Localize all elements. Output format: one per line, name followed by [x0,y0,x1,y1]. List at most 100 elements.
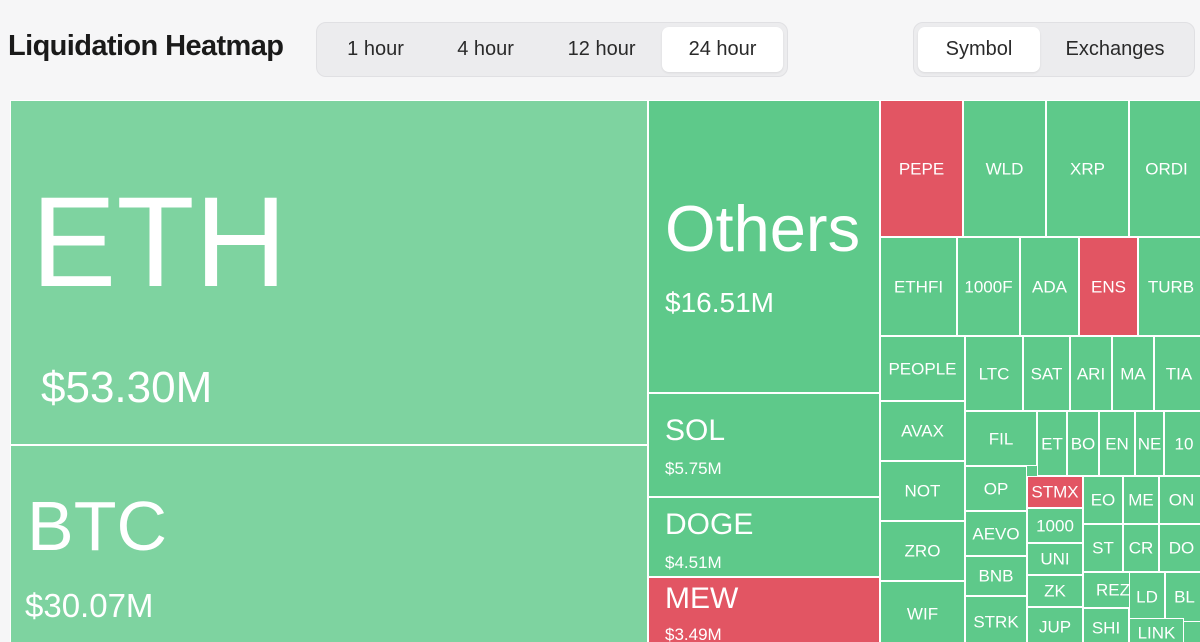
tile-symbol: DOGE [665,508,754,541]
treemap-tile[interactable]: MEW $3.49M [648,577,880,642]
view-selector: Symbol Exchanges [913,22,1195,77]
tile-symbol: EO [1090,490,1116,510]
tile-value: $53.30M [41,363,213,412]
treemap-tile[interactable]: LINK [1129,618,1184,642]
tile-symbol: MEW [665,582,739,615]
tile-symbol: NOT [904,481,941,501]
tile-symbol: ZRO [904,541,941,561]
treemap-tile[interactable]: BTC $30.07M [10,445,648,642]
treemap-tile[interactable]: AVAX [880,401,965,461]
treemap-tile[interactable]: UNI [1027,543,1083,575]
treemap-tile[interactable]: WIF [880,581,965,642]
treemap-tile[interactable]: 10 [1164,411,1200,476]
treemap-tile[interactable]: BL [1165,572,1200,622]
treemap-tile[interactable]: EO [1083,476,1123,524]
treemap-tile[interactable]: EN [1099,411,1135,476]
treemap-tile[interactable]: ORDI [1129,100,1200,237]
tile-symbol: Others [665,192,861,265]
treemap-tile[interactable]: LTC [965,336,1023,411]
treemap-tile[interactable]: ZRO [880,521,965,581]
tile-symbol: ORDI [1145,159,1188,178]
treemap-tile[interactable]: SHI [1083,608,1129,642]
page-header: Liquidation Heatmap 1 hour 4 hour 12 hou… [0,0,1200,100]
treemap-tile[interactable]: SAT [1023,336,1070,411]
treemap-tile[interactable]: WLD [963,100,1046,237]
tab-1-hour[interactable]: 1 hour [347,38,404,60]
treemap-tile[interactable]: PEPE [880,100,963,237]
treemap-tile[interactable]: ET [1037,411,1067,476]
treemap-tile[interactable]: DOGE $4.51M [648,497,880,577]
treemap-tile[interactable]: AEVO [965,511,1027,556]
tile-symbol: MA [1120,364,1146,383]
treemap-tile[interactable]: NOT [880,461,965,521]
tile-value: $4.51M [665,553,722,572]
tile-symbol: LINK [1137,623,1176,642]
tile-value: $16.51M [665,287,774,318]
treemap-tile[interactable]: TURB [1138,237,1200,336]
tile-symbol: AVAX [901,421,944,441]
tile-symbol: STRK [973,612,1019,631]
tile-symbol: TURB [1147,277,1195,296]
treemap-tile[interactable]: DO [1159,524,1200,572]
tab-symbol[interactable]: Symbol [918,27,1040,72]
tile-symbol: CR [1128,538,1154,558]
tile-symbol: 1000F [964,277,1013,296]
tile-symbol: WIF [906,604,939,624]
treemap-tile[interactable]: NE [1135,411,1164,476]
tile-symbol: EN [1105,434,1129,453]
timeframe-selector: 1 hour 4 hour 12 hour 24 hour [316,22,788,77]
tile-symbol: 1000 [1036,516,1074,535]
tile-symbol: PEOPLE [888,359,957,378]
tile-value: $3.49M [665,625,722,642]
treemap-tile[interactable]: LD [1129,572,1165,622]
treemap-tile[interactable]: STRK [965,596,1027,642]
treemap-tile[interactable]: OP [965,466,1027,511]
tile-symbol: BO [1070,434,1096,453]
tile-symbol: BNB [978,566,1014,586]
tile-symbol: BL [1174,587,1195,607]
tile-symbol: 10 [1174,434,1194,453]
treemap-tile[interactable]: STMX [1027,476,1083,508]
tile-symbol: SAT [1030,364,1063,383]
tab-12-hour[interactable]: 12 hour [567,38,636,60]
treemap-tile[interactable]: ETHFI [880,237,957,336]
tile-symbol: ADA [1032,277,1067,296]
treemap-tile[interactable]: 1000F [957,237,1020,336]
treemap-tile[interactable]: BO [1067,411,1099,476]
treemap-tile[interactable]: ON [1159,476,1200,524]
treemap-tile[interactable]: 1000 [1027,508,1083,543]
liquidation-treemap: ETH $53.30M BTC $30.07M Others $16.51M SOL $5.7… [10,100,1200,642]
treemap-tile[interactable]: PEOPLE [880,336,965,401]
treemap-tile[interactable]: ETH $53.30M [10,100,648,445]
treemap-tile[interactable]: XRP [1046,100,1129,237]
tile-symbol: AEVO [972,524,1020,543]
treemap-tile[interactable]: SOL $5.75M [648,393,880,497]
treemap-tile[interactable]: BNB [965,556,1027,596]
treemap-tile[interactable]: ZK [1027,575,1083,607]
treemap-tile[interactable]: ST [1083,524,1123,572]
treemap-tile[interactable]: CR [1123,524,1159,572]
tile-symbol: LD [1136,587,1158,607]
tile-symbol: WLD [985,159,1024,178]
tile-symbol: SHI [1091,618,1121,637]
tab-exchanges[interactable]: Exchanges [1065,38,1165,60]
treemap-tile[interactable]: Others $16.51M [648,100,880,393]
treemap-tile[interactable]: MA [1112,336,1154,411]
treemap-tile[interactable]: TIA [1154,336,1200,411]
tile-symbol: OP [983,479,1009,498]
tab-4-hour[interactable]: 4 hour [457,38,514,60]
tile-symbol: ET [1041,434,1063,453]
tile-value: $5.75M [665,459,722,478]
treemap-tile[interactable]: FIL [965,411,1037,466]
tile-symbol: TIA [1165,364,1193,383]
tab-24-hour[interactable]: 24 hour [662,27,783,72]
tile-symbol: ON [1168,490,1195,510]
tile-symbol: STMX [1031,482,1079,502]
treemap-tile[interactable]: ME [1123,476,1159,524]
treemap-tile[interactable]: JUP [1027,607,1083,642]
tile-symbol: ETHFI [893,277,944,296]
page-title: Liquidation Heatmap [8,30,284,62]
treemap-tile[interactable]: ADA [1020,237,1079,336]
treemap-tile[interactable]: ARI [1070,336,1112,411]
treemap-tile[interactable]: ENS [1079,237,1138,336]
